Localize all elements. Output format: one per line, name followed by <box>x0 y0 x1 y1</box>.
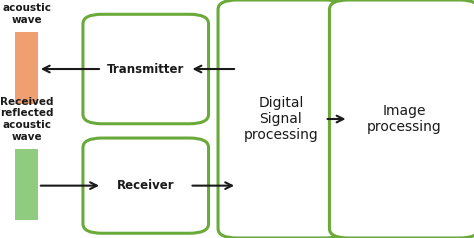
Text: Transmitted
acoustic
wave: Transmitted acoustic wave <box>0 0 62 25</box>
Text: Image
processing: Image processing <box>367 104 441 134</box>
Text: Digital
Signal
processing: Digital Signal processing <box>244 96 318 142</box>
Bar <box>15 149 38 220</box>
Text: Transmitter: Transmitter <box>107 63 184 75</box>
FancyBboxPatch shape <box>329 0 474 238</box>
Text: Received
reflected
acoustic
wave: Received reflected acoustic wave <box>0 97 53 142</box>
Bar <box>15 32 38 104</box>
FancyBboxPatch shape <box>83 14 209 124</box>
Text: Receiver: Receiver <box>117 179 174 192</box>
FancyBboxPatch shape <box>218 0 344 238</box>
FancyBboxPatch shape <box>83 138 209 233</box>
